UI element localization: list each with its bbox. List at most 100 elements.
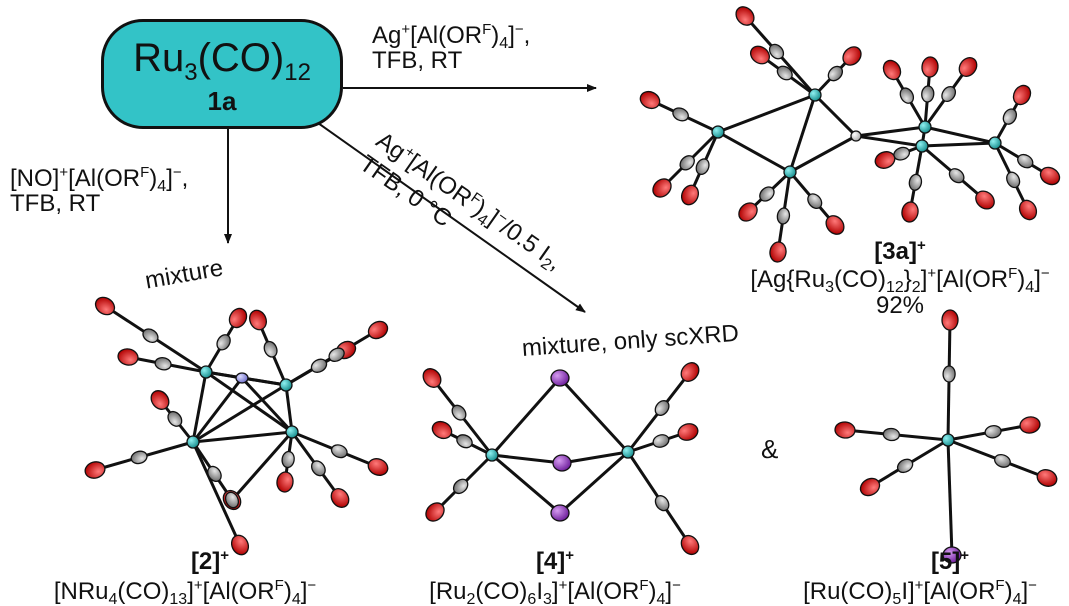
metal-bond: [789, 134, 857, 174]
metal-bond: [855, 134, 923, 148]
structure-4: [422, 362, 700, 556]
metal-bond: [191, 371, 208, 443]
oxygen-atom: [276, 471, 294, 493]
structure-5: [834, 309, 1058, 564]
ruthenium-atom: [808, 88, 822, 102]
carbon-atom: [207, 465, 222, 482]
oxygen-atom: [425, 502, 445, 522]
carbon-atom: [310, 358, 328, 373]
oxygen-atom: [367, 320, 389, 340]
oxygen-atom: [680, 184, 700, 206]
oxygen-atom: [834, 421, 856, 439]
oxygen-atom: [941, 309, 959, 331]
carbon-atom: [776, 207, 791, 225]
carbon-atom: [1002, 108, 1018, 125]
metal-bond: [717, 130, 791, 174]
oxygen-atom: [680, 362, 700, 382]
metal-bond: [717, 93, 816, 134]
starting-material-box: Ru3(CO)12 1a: [101, 19, 343, 129]
carbon-atom: [654, 400, 670, 416]
metal-bond: [558, 450, 630, 515]
oxygen-atom: [735, 6, 755, 26]
metal-bond: [240, 376, 294, 434]
oxygen-atom: [652, 178, 672, 198]
ruthenium-atom: [941, 433, 955, 447]
oxygen-atom: [1019, 416, 1041, 434]
carbon-atom: [942, 365, 956, 383]
carbon-atom: [807, 193, 823, 210]
metal-bond: [561, 450, 629, 465]
metal-bond: [924, 125, 996, 145]
oxygen-atom: [1039, 166, 1061, 186]
no-conditions: TFB, RT: [10, 190, 101, 217]
carbon-atom: [456, 434, 473, 449]
carbon-atom: [672, 107, 689, 122]
ruthenium-atom: [285, 425, 299, 439]
carbon-atom: [451, 404, 467, 421]
carbon-atom: [759, 186, 775, 202]
carbon-atom: [941, 85, 957, 103]
oxygen-atom: [230, 534, 250, 556]
metal-bond: [192, 430, 293, 444]
oxygen-atom: [874, 151, 896, 169]
product-3a-label: [3a]+: [874, 237, 926, 265]
carbon-atom: [827, 65, 844, 82]
iodine-atom: [550, 369, 570, 387]
oxygen-atom: [901, 201, 919, 223]
starting-material-label: 1a: [207, 86, 237, 116]
ruthenium-atom: [199, 365, 213, 379]
carbon-atom: [281, 450, 295, 469]
ruthenium-atom: [621, 445, 635, 459]
oxygen-atom: [228, 307, 248, 329]
carbon-atom: [224, 491, 240, 509]
ruthenium-atom: [915, 139, 929, 153]
carbon-atom: [994, 453, 1011, 468]
metal-bond: [192, 383, 287, 444]
product-2-label: [2]+: [190, 547, 230, 575]
oxygen-atom: [249, 309, 267, 331]
metal-bond: [946, 439, 954, 556]
silver-atom: [850, 130, 862, 142]
carbon-atom: [948, 168, 965, 184]
nitrogen-atom: [235, 372, 249, 384]
carbon-atom: [679, 155, 695, 171]
oxygen-atom: [680, 534, 700, 556]
structure-3a: [639, 6, 1061, 263]
oxygen-atom: [639, 90, 661, 110]
carbon-atom: [330, 444, 348, 459]
oxygen-atom: [84, 461, 106, 479]
carbon-atom: [768, 43, 785, 60]
metal-bond: [191, 377, 244, 443]
product-4-label: [4]+: [535, 547, 575, 575]
arrow-ag-iodine: [317, 122, 586, 313]
product-2-formula: [NRu4(CO)13]+[Al(ORF)4]−: [53, 577, 317, 606]
product-3a-formula: [Ag{Ru3(CO)12}2]+[Al(ORF)4]−: [750, 265, 1050, 296]
no-reagent-line1: [NO]+[Al(ORF)4]−,: [10, 164, 189, 195]
carbon-atom: [216, 334, 231, 351]
carbon-atom: [695, 158, 710, 176]
carbon-atom: [310, 460, 326, 477]
oxygen-atom: [975, 190, 995, 210]
metal-bond: [788, 94, 817, 173]
product-5-formula: [Ru(CO)5I]+[Al(ORF)4]−: [803, 577, 1037, 606]
starting-material-formula: Ru3(CO)12: [133, 36, 311, 86]
oxygen-atom: [677, 423, 699, 441]
oxygen-atom: [749, 45, 771, 65]
oxygen-atom: [882, 59, 902, 81]
metal-bond: [491, 453, 563, 465]
ag-conditions: TFB, RT: [372, 47, 463, 74]
carbon-atom: [652, 434, 670, 448]
oxygen-atom: [1036, 469, 1058, 487]
carbon-atom: [328, 347, 345, 362]
and-connector: &: [761, 434, 779, 464]
carbon-atom: [984, 425, 1002, 439]
ruthenium-atom: [918, 120, 932, 134]
metal-bond: [813, 93, 858, 138]
product-5-label: [5]+: [930, 547, 970, 575]
carbon-atom: [452, 478, 469, 495]
ruthenium-atom: [186, 435, 200, 449]
ag-reagent-line1: Ag+[Al(ORF)4]−,: [372, 21, 531, 52]
oxygen-atom: [859, 477, 881, 497]
oxygen-atom: [1018, 199, 1038, 221]
